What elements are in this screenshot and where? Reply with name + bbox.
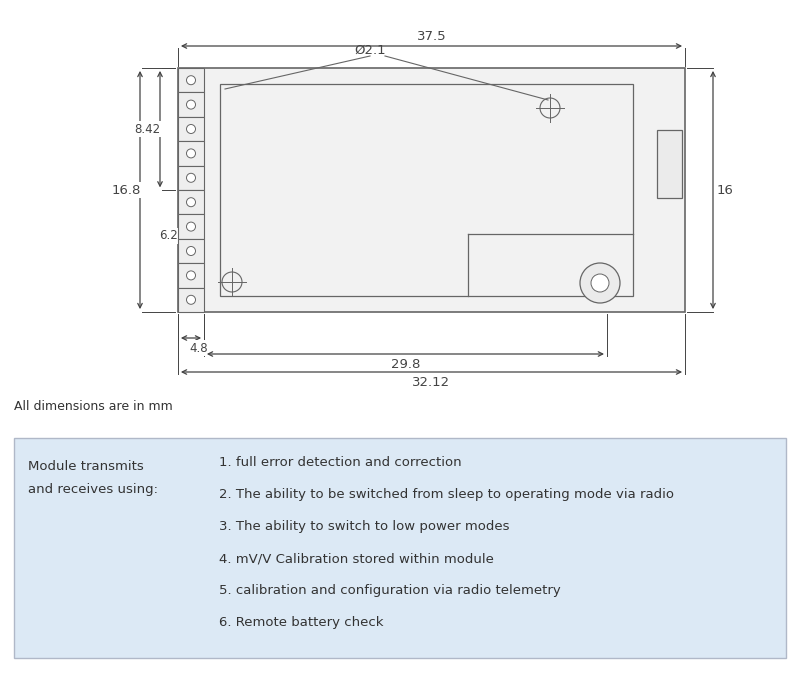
- Bar: [178, 166, 204, 190]
- Bar: [178, 68, 204, 92]
- Circle shape: [186, 125, 195, 133]
- Circle shape: [591, 274, 609, 292]
- Circle shape: [580, 263, 620, 303]
- Text: 16: 16: [717, 184, 734, 197]
- Circle shape: [186, 75, 195, 85]
- Bar: [178, 141, 204, 166]
- Text: 37.5: 37.5: [417, 30, 446, 44]
- Circle shape: [186, 149, 195, 158]
- Text: 4. mV/V Calibration stored within module: 4. mV/V Calibration stored within module: [219, 552, 494, 565]
- Text: 3. The ability to switch to low power modes: 3. The ability to switch to low power mo…: [219, 520, 510, 533]
- Text: 5. calibration and configuration via radio telemetry: 5. calibration and configuration via rad…: [219, 584, 561, 597]
- Bar: [657, 130, 682, 198]
- Circle shape: [186, 198, 195, 207]
- Text: 6. Remote battery check: 6. Remote battery check: [219, 616, 383, 629]
- Text: 8.42: 8.42: [134, 122, 160, 136]
- Circle shape: [186, 222, 195, 231]
- Text: Ø2.1: Ø2.1: [354, 44, 386, 57]
- Text: 4.8: 4.8: [190, 341, 208, 355]
- Circle shape: [186, 246, 195, 256]
- Bar: [178, 263, 204, 287]
- Bar: [178, 68, 685, 312]
- Text: 29.8: 29.8: [390, 357, 420, 371]
- Text: 16.8: 16.8: [111, 184, 141, 197]
- Text: All dimensions are in mm: All dimensions are in mm: [14, 400, 173, 413]
- Circle shape: [186, 295, 195, 304]
- Text: 6.27: 6.27: [159, 229, 185, 242]
- Bar: [178, 215, 204, 239]
- Text: 2. The ability to be switched from sleep to operating mode via radio: 2. The ability to be switched from sleep…: [219, 488, 674, 501]
- Bar: [178, 239, 204, 263]
- Bar: [178, 92, 204, 117]
- Bar: [178, 117, 204, 141]
- Bar: [178, 287, 204, 312]
- Bar: [220, 84, 633, 296]
- Circle shape: [186, 100, 195, 109]
- Bar: [14, 438, 786, 658]
- Text: 32.12: 32.12: [413, 376, 450, 388]
- Text: 1. full error detection and correction: 1. full error detection and correction: [219, 456, 462, 469]
- Text: Module transmits
and receives using:: Module transmits and receives using:: [28, 460, 158, 496]
- Bar: [178, 190, 204, 215]
- Circle shape: [186, 271, 195, 280]
- Circle shape: [186, 174, 195, 182]
